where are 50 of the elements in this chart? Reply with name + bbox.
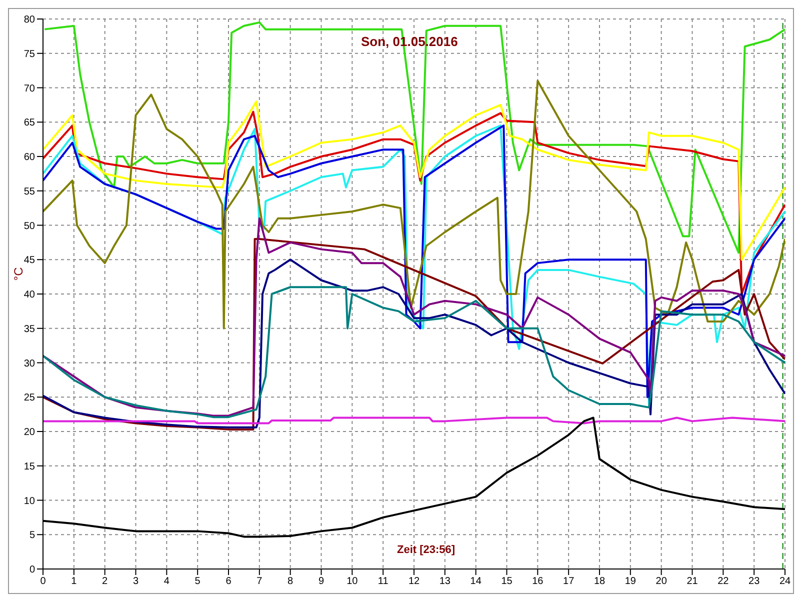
line-series xyxy=(43,217,785,417)
x-tick-label: 16 xyxy=(532,576,544,588)
x-tick-label: 9 xyxy=(318,576,324,588)
x-tick-label: 23 xyxy=(748,576,760,588)
x-tick-label: 20 xyxy=(656,576,668,588)
x-tick-label: 13 xyxy=(439,576,451,588)
y-tick-label: 35 xyxy=(24,324,36,335)
x-tick-label: 5 xyxy=(194,576,201,588)
y-tick-label: 60 xyxy=(24,152,36,164)
y-tick-label: 20 xyxy=(24,427,36,438)
x-tick-label: 11 xyxy=(378,576,389,588)
y-tick-label: 50 xyxy=(24,220,36,232)
line-series xyxy=(44,21,785,254)
x-tick-label: 14 xyxy=(470,576,482,588)
x-tick-label: 15 xyxy=(501,576,513,588)
y-tick-label: 65 xyxy=(24,118,36,129)
x-tick-label: 19 xyxy=(624,576,636,588)
line-series xyxy=(43,100,785,261)
x-tick-label: 24 xyxy=(779,576,791,588)
y-tick-label: 40 xyxy=(24,290,36,301)
line-series xyxy=(43,286,785,418)
x-axis-title: Zeit [23:56] xyxy=(397,544,456,556)
x-tick-label: 0 xyxy=(40,576,46,588)
x-tick-label: 7 xyxy=(256,576,263,588)
x-tick-label: 21 xyxy=(686,576,698,588)
x-tick-label: 17 xyxy=(563,576,575,588)
y-tick-label: 75 xyxy=(24,48,36,60)
x-tick-label: 3 xyxy=(132,576,139,588)
y-tick-label: 0 xyxy=(29,564,36,576)
y-tick-label: 5 xyxy=(29,530,36,542)
line-series xyxy=(43,80,785,330)
line-series xyxy=(43,110,785,295)
x-tick-label: 8 xyxy=(288,576,294,588)
x-tick-label: 22 xyxy=(718,576,730,588)
x-tick-label: 18 xyxy=(594,576,606,588)
y-tick-label: 25 xyxy=(24,392,36,404)
x-tick-label: 6 xyxy=(226,576,232,588)
x-tick-label: 4 xyxy=(164,576,170,588)
y-tick-label: 55 xyxy=(24,186,36,198)
x-tick-label: 12 xyxy=(408,576,420,588)
y-tick-label: 70 xyxy=(24,83,36,94)
x-tick-label: 10 xyxy=(346,576,358,588)
y-tick-label: 45 xyxy=(24,255,36,266)
y-axis-title: °C xyxy=(12,267,26,281)
y-tick-label: 30 xyxy=(24,358,36,370)
y-tick-label: 80 xyxy=(24,14,36,26)
x-tick-label: 2 xyxy=(102,576,108,588)
y-tick-label: 10 xyxy=(24,496,36,507)
x-tick-label: 1 xyxy=(71,576,78,588)
y-tick-label: 15 xyxy=(24,461,36,472)
